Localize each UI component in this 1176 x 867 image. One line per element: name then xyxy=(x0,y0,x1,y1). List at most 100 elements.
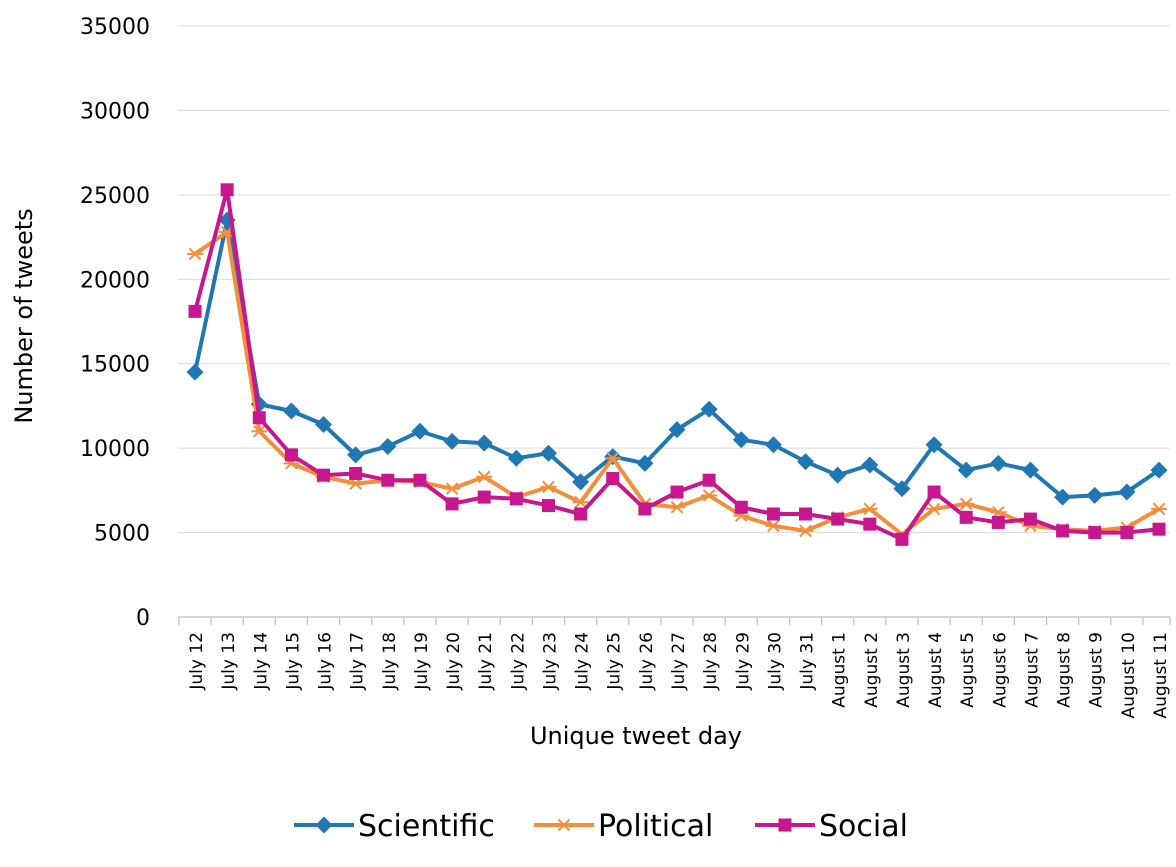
x-tick-label: August 4 xyxy=(926,632,946,708)
social-point xyxy=(863,517,877,531)
social-point xyxy=(799,507,813,521)
social-point xyxy=(766,507,780,521)
social-point xyxy=(702,473,716,487)
scientific-point xyxy=(315,416,333,434)
social-point xyxy=(541,499,555,513)
scientific-point xyxy=(861,456,879,474)
x-tick-label: August 10 xyxy=(1119,632,1139,719)
scientific-point xyxy=(1086,486,1104,504)
x-tick-label: July 27 xyxy=(669,632,689,691)
social-point xyxy=(959,510,973,524)
political-point xyxy=(251,424,268,438)
scientific-point xyxy=(700,400,718,418)
scientific-point xyxy=(957,461,975,479)
political-point xyxy=(701,489,718,502)
x-tick-label: July 17 xyxy=(348,632,368,691)
legend: Scientific Political Social xyxy=(294,809,908,844)
y-tick-label: 0 xyxy=(136,606,150,631)
x-tick-label: August 7 xyxy=(1022,632,1042,708)
scientific-point xyxy=(186,363,204,381)
political-point xyxy=(1151,502,1167,516)
x-tick-label: July 18 xyxy=(380,632,400,691)
social-point xyxy=(509,492,523,506)
series-social xyxy=(188,183,1166,546)
y-tick-label: 30000 xyxy=(80,99,150,124)
x-tick-label: August 3 xyxy=(894,632,914,708)
y-tick-label: 15000 xyxy=(80,353,150,378)
x-tick-label: July 28 xyxy=(701,632,721,691)
scientific-point xyxy=(1054,488,1072,506)
x-tick-label: July 22 xyxy=(508,632,528,691)
y-tick-label: 35000 xyxy=(80,15,150,40)
legend-swatch-marker xyxy=(778,818,792,832)
y-tick-label: 5000 xyxy=(94,522,150,547)
scientific-point xyxy=(539,444,557,462)
social-point xyxy=(670,485,684,499)
scientific-point xyxy=(1118,483,1136,501)
social-point xyxy=(574,507,588,521)
legend-item-scientific: Scientific xyxy=(294,809,495,844)
legend-item-social: Social xyxy=(755,809,908,844)
x-tick-label: August 5 xyxy=(958,632,978,708)
scientific-point xyxy=(829,466,847,484)
social-point xyxy=(991,515,1005,529)
x-tick-label: July 14 xyxy=(251,632,271,691)
x-tick-label: August 1 xyxy=(830,632,850,708)
scientific-point xyxy=(989,454,1007,472)
scientific-point xyxy=(732,431,750,449)
social-point xyxy=(1088,526,1102,540)
y-axis-title: Number of tweets xyxy=(10,208,38,423)
legend-label: Social xyxy=(819,809,908,844)
scientific-point xyxy=(411,422,429,440)
y-tick-label: 25000 xyxy=(80,184,150,209)
scientific-point xyxy=(507,449,525,467)
social-point xyxy=(927,485,941,499)
social-point xyxy=(1120,526,1134,540)
x-tick-label: July 30 xyxy=(765,632,785,691)
scientific-point xyxy=(347,446,365,464)
social-point xyxy=(381,473,395,487)
political-point xyxy=(187,247,203,261)
x-tick-label: August 8 xyxy=(1055,632,1075,708)
social-point xyxy=(317,468,331,482)
x-tick-label: August 11 xyxy=(1151,632,1171,719)
legend-item-political: Political xyxy=(534,809,713,844)
scientific-point xyxy=(797,453,815,471)
social-point xyxy=(284,448,298,462)
legend-label: Political xyxy=(598,809,713,844)
scientific-point xyxy=(764,436,782,454)
legend-swatch-marker xyxy=(315,816,333,834)
scientific-line xyxy=(193,218,1161,500)
social-point xyxy=(895,532,909,546)
scientific-point xyxy=(443,432,461,450)
social-point xyxy=(220,183,234,197)
x-tick-label: July 25 xyxy=(605,632,625,691)
scientific-point xyxy=(379,437,397,455)
social-point xyxy=(252,411,266,425)
political-point xyxy=(797,524,814,538)
scientific-point xyxy=(1021,461,1039,479)
x-tick-label: August 9 xyxy=(1087,632,1107,708)
x-tick-label: July 16 xyxy=(316,632,336,691)
x-tick-label: August 2 xyxy=(862,632,882,708)
social-point xyxy=(188,304,202,318)
scientific-point xyxy=(925,436,943,454)
political-point xyxy=(958,497,975,511)
series-political xyxy=(187,225,1167,541)
x-tick-label: July 12 xyxy=(187,632,207,691)
social-point xyxy=(831,512,845,526)
x-tick-label: July 13 xyxy=(219,632,239,691)
x-tick-label: July 24 xyxy=(573,632,593,691)
political-point xyxy=(861,502,878,516)
social-point xyxy=(1023,512,1037,526)
political-point xyxy=(669,500,685,514)
social-point xyxy=(413,473,427,487)
x-tick-label: July 29 xyxy=(733,632,753,691)
x-tick-label: July 20 xyxy=(444,632,464,691)
x-tick-label: July 26 xyxy=(637,632,657,691)
scientific-point xyxy=(893,480,911,498)
political-point xyxy=(572,495,589,509)
social-point xyxy=(477,490,491,504)
x-axis-ticks: July 12 July 13 July 14 July 15 July 16 July … xyxy=(178,617,1171,719)
scientific-point xyxy=(282,402,300,420)
